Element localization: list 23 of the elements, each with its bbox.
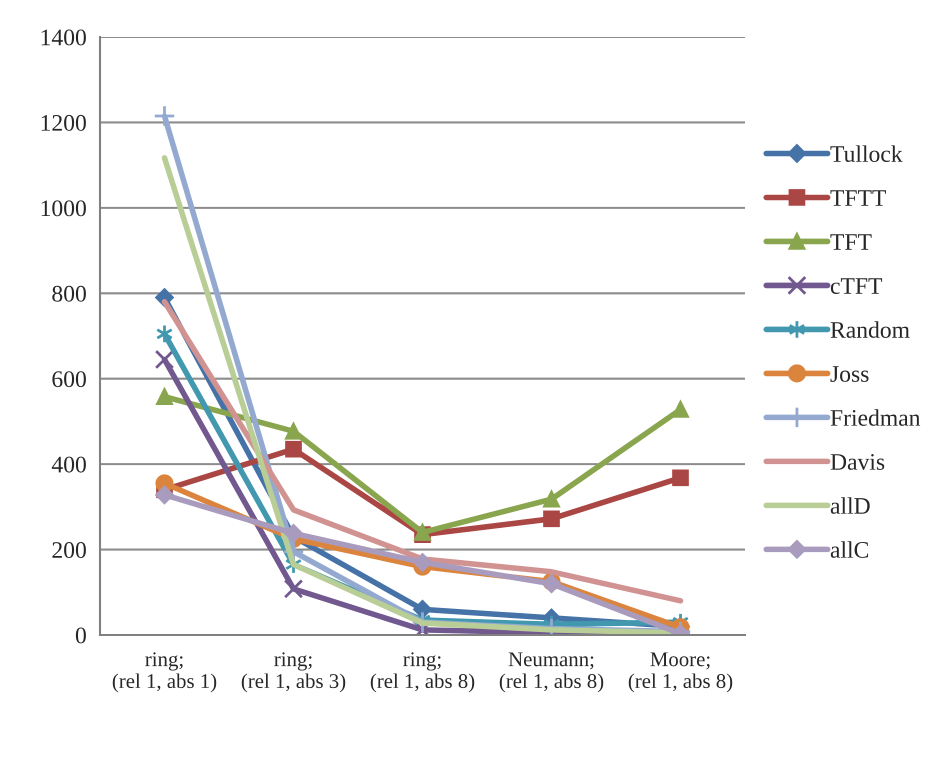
legend-label: TFT: [830, 234, 872, 250]
y-tick-label: 600: [52, 371, 86, 388]
legend-label: TFTT: [830, 190, 886, 206]
y-tick-label: 0: [76, 627, 86, 644]
legend-label: Joss: [830, 366, 869, 382]
legend-label: allD: [830, 497, 870, 514]
y-tick-label: 800: [52, 286, 86, 302]
x-tick-label: Moore; (rel 1, abs 8): [628, 652, 732, 692]
legend-label: cTFT: [830, 278, 882, 294]
y-tick-label: 1000: [42, 200, 86, 216]
y-tick-label: 200: [52, 542, 86, 558]
x-tick-label: ring; (rel 1, abs 8): [370, 652, 474, 692]
legend-label: Tullock: [830, 145, 903, 162]
y-tick-label: 1400: [42, 29, 86, 46]
legend-label: Random: [830, 321, 910, 338]
legend-label: Davis: [830, 454, 884, 470]
x-tick-label: ring; (rel 1, abs 1): [112, 652, 216, 692]
legend-label: allC: [830, 541, 868, 558]
legend-label: Friedman: [830, 409, 920, 426]
y-tick-label: 400: [52, 456, 86, 473]
y-tick-label: 1200: [42, 114, 86, 131]
x-tick-label: ring; (rel 1, abs 3): [242, 652, 346, 692]
x-tick-label: Neumann; (rel 1, abs 8): [500, 652, 604, 692]
